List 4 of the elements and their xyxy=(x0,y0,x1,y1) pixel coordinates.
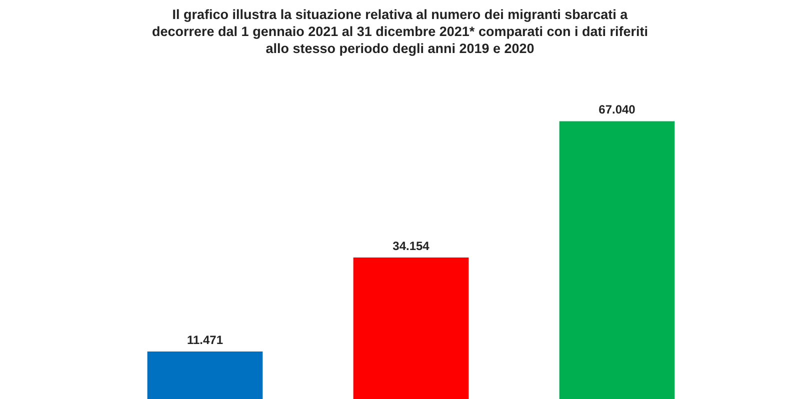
data-label: 67.040 xyxy=(598,102,636,117)
chart-title: Il grafico illustra la situazione relativa al numero dei migranti sbarcati a decorrere dal 1 gennaio 2021 al 31 dicembre 2021* comparati con i dati riferiti allo stesso periodo degli anni 2019 e 2020 xyxy=(151,6,649,57)
data-label: 11.471 xyxy=(186,332,224,347)
data-label: 34.154 xyxy=(392,238,430,253)
